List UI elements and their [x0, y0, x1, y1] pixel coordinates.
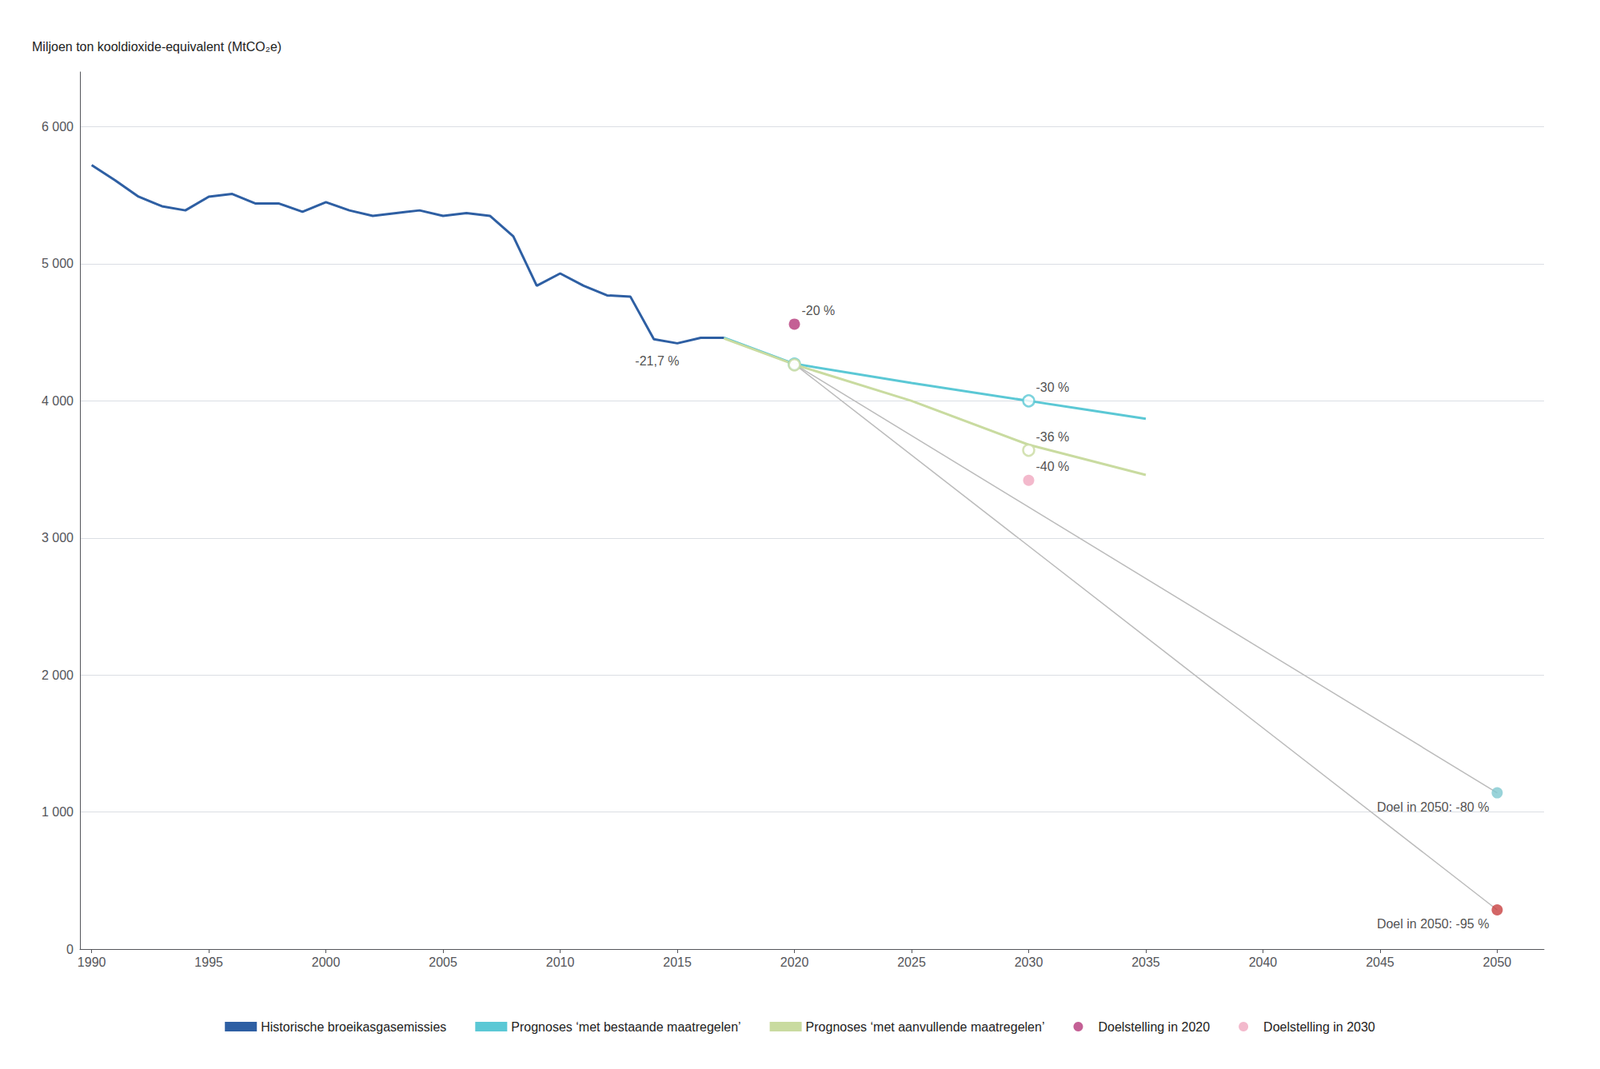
svg-text:Doelstelling in 2020: Doelstelling in 2020 — [1097, 1020, 1210, 1034]
svg-text:2005: 2005 — [428, 955, 458, 970]
svg-text:Miljoen ton kooldioxide-equiva: Miljoen ton kooldioxide-equivalent (MtCO… — [31, 39, 282, 54]
svg-text:1990: 1990 — [77, 955, 107, 970]
svg-text:-21,7 %: -21,7 % — [634, 354, 679, 368]
svg-text:2025: 2025 — [897, 955, 926, 970]
svg-text:2030: 2030 — [1014, 955, 1044, 970]
svg-text:2010: 2010 — [546, 955, 575, 970]
svg-text:2000: 2000 — [311, 955, 341, 970]
svg-text:1 000: 1 000 — [41, 805, 74, 819]
svg-text:0: 0 — [66, 942, 74, 957]
svg-text:2020: 2020 — [780, 955, 810, 970]
svg-text:5 000: 5 000 — [41, 256, 74, 271]
svg-text:-40 %: -40 % — [1035, 459, 1070, 474]
svg-text:2 000: 2 000 — [41, 668, 74, 683]
svg-text:-36 %: -36 % — [1035, 430, 1070, 444]
svg-text:1995: 1995 — [194, 955, 224, 970]
svg-text:4 000: 4 000 — [41, 394, 74, 408]
svg-text:3 000: 3 000 — [41, 530, 74, 545]
svg-text:6 000: 6 000 — [41, 119, 74, 134]
svg-text:Prognoses ‘met aanvullende maa: Prognoses ‘met aanvullende maatregelen’ — [805, 1020, 1046, 1034]
svg-text:Prognoses ‘met bestaande maatr: Prognoses ‘met bestaande maatregelen’ — [510, 1020, 741, 1034]
svg-text:-20 %: -20 % — [801, 303, 836, 318]
svg-text:Doelstelling in 2030: Doelstelling in 2030 — [1263, 1020, 1376, 1034]
svg-text:2040: 2040 — [1248, 955, 1278, 970]
svg-text:-30 %: -30 % — [1035, 380, 1070, 395]
svg-text:2045: 2045 — [1365, 955, 1395, 970]
svg-text:2015: 2015 — [662, 955, 692, 970]
svg-text:2050: 2050 — [1483, 955, 1513, 970]
svg-text:Historische broeikasgasemissie: Historische broeikasgasemissies — [260, 1020, 447, 1034]
svg-text:Doel in 2050: -80 %: Doel in 2050: -80 % — [1376, 800, 1490, 814]
svg-text:2035: 2035 — [1131, 955, 1161, 970]
svg-text:Doel in 2050: -95 %: Doel in 2050: -95 % — [1376, 917, 1490, 931]
